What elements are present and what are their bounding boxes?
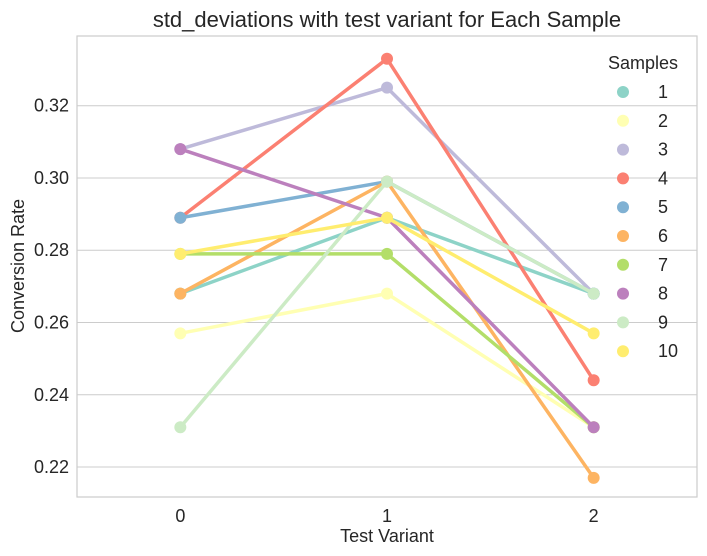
legend-marker	[617, 287, 629, 300]
data-point	[381, 175, 393, 188]
x-tick-label: 1	[382, 506, 392, 526]
y-tick-label: 0.24	[34, 385, 69, 405]
data-point	[381, 52, 393, 65]
legend-label: 10	[658, 341, 678, 361]
legend: Samples 1 2 3 4 5 6 7 8 9 10	[608, 53, 678, 361]
data-point	[381, 287, 393, 300]
data-point	[587, 374, 600, 387]
data-point	[174, 327, 187, 340]
data-point	[174, 143, 187, 156]
data-point	[174, 421, 187, 434]
legend-marker	[617, 143, 629, 156]
legend-label: 3	[658, 140, 668, 160]
chart-title: std_deviations with test variant for Eac…	[153, 7, 621, 32]
legend-title: Samples	[608, 53, 678, 73]
y-tick-labels: 0.22 0.24 0.26 0.28 0.30 0.32	[34, 96, 69, 477]
data-point	[381, 247, 393, 260]
y-tick-label: 0.22	[34, 457, 69, 477]
data-point	[587, 471, 600, 484]
legend-label: 7	[658, 255, 668, 275]
legend-marker	[617, 201, 629, 214]
legend-marker	[617, 258, 629, 271]
x-tick-label: 2	[589, 506, 599, 526]
data-point	[174, 211, 187, 224]
legend-label: 1	[658, 82, 668, 102]
y-tick-label: 0.26	[34, 312, 69, 332]
legend-label: 2	[658, 111, 668, 131]
legend-label: 4	[658, 168, 668, 188]
series-group	[174, 52, 600, 484]
x-axis-label: Test Variant	[340, 526, 434, 546]
legend-marker	[617, 345, 629, 358]
data-point	[381, 81, 393, 94]
y-tick-label: 0.32	[34, 96, 69, 116]
data-point	[587, 327, 600, 340]
x-tick-labels: 0 1 2	[175, 506, 598, 526]
data-point	[174, 247, 187, 260]
y-axis-label: Conversion Rate	[8, 199, 28, 333]
legend-label: 9	[658, 312, 668, 332]
legend-marker	[617, 316, 629, 329]
series-9	[174, 175, 600, 434]
legend-marker	[617, 114, 629, 127]
plot-area	[76, 35, 698, 498]
data-point	[587, 287, 600, 300]
data-point	[381, 211, 393, 224]
data-point	[587, 421, 600, 434]
y-tick-label: 0.28	[34, 240, 69, 260]
legend-marker	[617, 172, 629, 185]
data-point	[174, 287, 187, 300]
legend-marker	[617, 230, 629, 242]
legend-label: 8	[658, 284, 668, 304]
legend-label: 6	[658, 226, 668, 246]
series-10	[174, 211, 600, 340]
legend-label: 5	[658, 197, 668, 217]
y-tick-label: 0.30	[34, 168, 69, 188]
legend-marker	[617, 86, 629, 98]
x-tick-label: 0	[175, 506, 185, 526]
